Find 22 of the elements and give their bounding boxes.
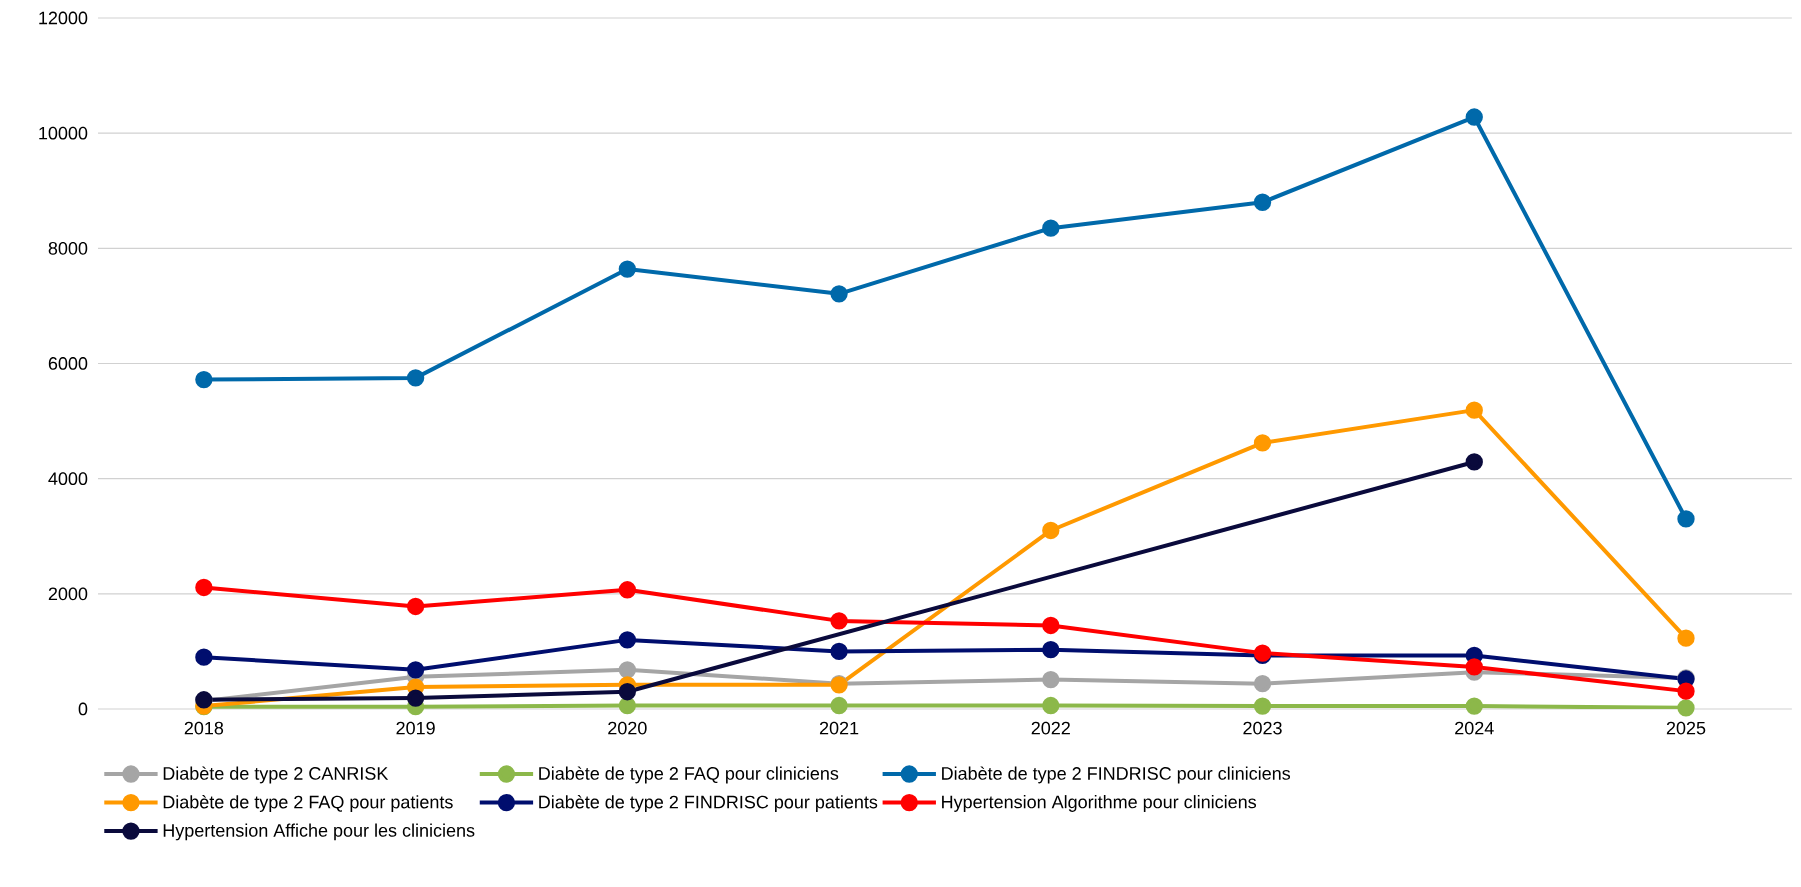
y-tick-label: 6000 (48, 357, 88, 370)
x-tick-label: 2022 (1031, 721, 1070, 735)
x-tick-label: 2019 (396, 721, 435, 735)
x-tick-label: 2023 (1243, 721, 1282, 735)
y-tick-label: 8000 (48, 241, 88, 255)
legend-label: Diabète de type 2 CANRISK (163, 766, 389, 784)
y-tick-label: 10000 (39, 126, 88, 140)
legend-label: Diabète de type 2 FINDRISC pour cliniciens (942, 766, 1291, 784)
x-tick-label: 2021 (819, 721, 859, 735)
legend-label: Diabète de type 2 FAQ pour patients (163, 794, 453, 812)
y-tick-label: 0 (78, 702, 88, 716)
legend-label: Diabète de type 2 FAQ pour cliniciens (539, 766, 839, 784)
x-tick-label: 2018 (184, 721, 224, 735)
y-tick-label: 2000 (48, 587, 88, 601)
legend-label: Diabète de type 2 FINDRISC pour patients (539, 794, 878, 812)
x-tick-label: 2025 (1666, 721, 1706, 735)
y-tick-label: 4000 (48, 472, 88, 486)
y-tick-label: 12000 (39, 11, 88, 25)
legend-label: Hypertension Algorithme pour cliniciens (942, 795, 1257, 812)
legend-label: Hypertension Affiche pour les cliniciens (163, 823, 475, 841)
x-tick-label: 2024 (1455, 721, 1494, 735)
x-tick-label: 2020 (608, 721, 647, 735)
